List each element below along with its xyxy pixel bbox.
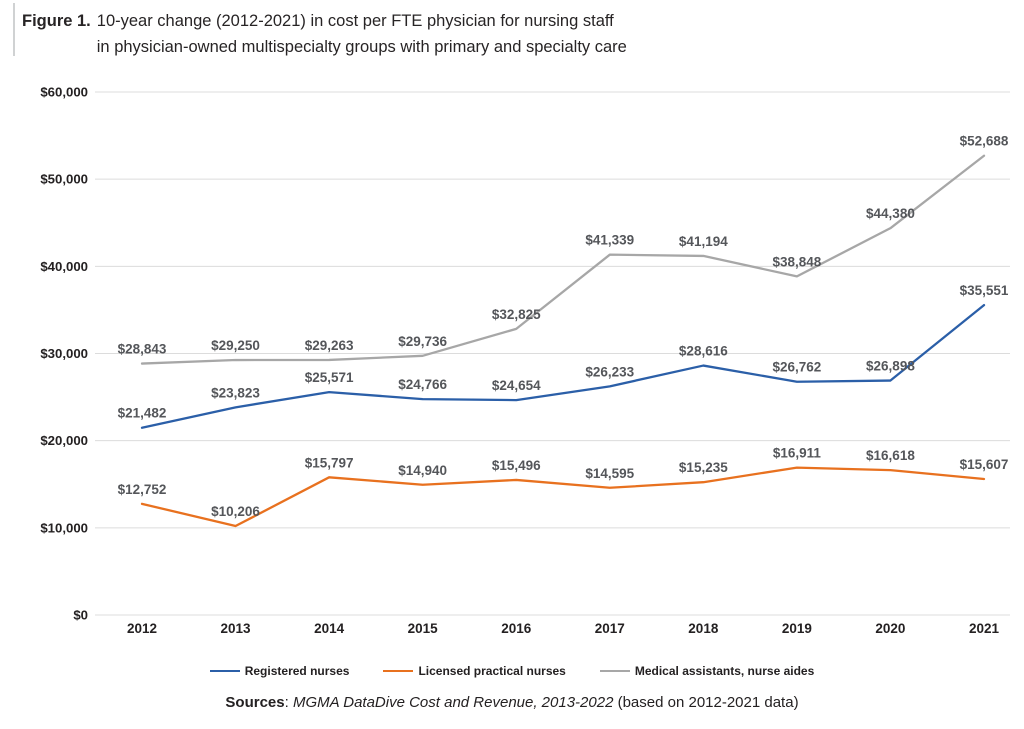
data-label: $16,911: [773, 446, 822, 461]
data-label: $12,752: [118, 482, 167, 497]
data-label: $35,551: [960, 283, 1009, 298]
legend-label: Medical assistants, nurse aides: [634, 664, 815, 678]
data-label: $52,688: [960, 134, 1009, 149]
sources-separator: :: [284, 694, 293, 711]
data-label: $41,339: [585, 233, 634, 248]
data-label: $32,825: [492, 307, 541, 322]
data-label: $16,618: [866, 448, 915, 463]
data-label: $15,797: [305, 455, 354, 470]
data-label: $29,250: [211, 338, 260, 353]
data-label: $24,766: [398, 377, 447, 392]
data-label: $21,482: [118, 406, 167, 421]
x-axis-tick-label: 2016: [501, 621, 532, 636]
y-axis-tick-label: $0: [73, 608, 88, 623]
figure-title-line2: in physician-owned multispecialty groups…: [96, 38, 627, 56]
data-label: $28,843: [118, 342, 167, 357]
data-label: $15,235: [679, 460, 728, 475]
legend-label: Registered nurses: [244, 664, 350, 678]
line-chart: $0 $10,000 $20,000 $30,000 $40,000 $50,000 $60…: [40, 85, 1010, 636]
x-axis-tick-label: 2020: [875, 621, 905, 636]
data-label: $14,595: [585, 466, 634, 481]
sources-suffix: (based on 2012-2021 data): [613, 694, 799, 711]
data-label: $14,940: [398, 463, 447, 478]
x-axis-tick-label: 2017: [595, 621, 625, 636]
x-axis-tick-label: 2012: [127, 621, 157, 636]
y-axis-tick-label: $10,000: [40, 520, 88, 535]
y-axis-tick-label: $50,000: [40, 172, 88, 187]
y-axis-tick-label: $20,000: [40, 433, 88, 448]
data-label: $26,898: [866, 359, 915, 374]
data-label: $23,823: [211, 385, 260, 400]
sources-label: Sources: [225, 694, 285, 711]
legend-swatch-0: [209, 669, 240, 673]
figure-label: Figure 1.: [22, 12, 91, 30]
data-label: $41,194: [679, 234, 728, 249]
legend-item-medical-assistants: Medical assistants, nurse aides: [599, 664, 815, 678]
legend-swatch-2: [599, 669, 630, 673]
series-line-1: [140, 466, 986, 528]
x-axis-tick-label: 2019: [782, 621, 812, 636]
title-accent-bar: [13, 3, 15, 56]
chart-legend: Registered nurses Licensed practical nur…: [0, 664, 1024, 678]
data-label: $29,263: [305, 338, 354, 353]
legend-item-licensed-practical-nurses: Licensed practical nurses: [383, 664, 566, 678]
x-axis-tick-label: 2021: [969, 621, 1000, 636]
sources-citation: MGMA DataDive Cost and Revenue, 2013-202…: [292, 694, 614, 711]
legend-item-registered-nurses: Registered nurses: [209, 664, 350, 678]
data-label: $15,607: [960, 457, 1009, 472]
x-axis-tick-label: 2013: [221, 621, 252, 636]
data-label: $10,206: [211, 504, 260, 519]
y-axis-tick-label: $60,000: [40, 85, 88, 100]
series-line-0: [140, 303, 986, 429]
series-line-2: [140, 154, 986, 365]
data-label: $26,762: [772, 360, 821, 375]
x-axis-tick-label: 2014: [314, 621, 345, 636]
data-label: $38,848: [772, 254, 821, 269]
legend-swatch-1: [383, 669, 414, 673]
data-label: $15,496: [492, 458, 541, 473]
x-axis-tick-label: 2018: [688, 621, 719, 636]
data-label: $26,233: [585, 364, 634, 379]
y-axis-tick-label: $30,000: [40, 346, 88, 361]
figure-title-text: 10-year change (2012-2021) in cost per F…: [97, 8, 627, 60]
y-axis-tick-label: $40,000: [40, 259, 88, 274]
figure-title: Figure 1. 10-year change (2012-2021) in …: [22, 8, 627, 60]
data-label: $29,736: [398, 334, 447, 349]
x-axis-tick-label: 2015: [408, 621, 439, 636]
data-label: $25,571: [305, 370, 354, 385]
sources-line: Sources: MGMA DataDive Cost and Revenue,…: [0, 694, 1024, 711]
legend-label: Licensed practical nurses: [418, 664, 566, 678]
data-label: $44,380: [866, 206, 915, 221]
data-label: $28,616: [679, 344, 728, 359]
data-label: $24,654: [492, 378, 541, 393]
figure-title-line1: 10-year change (2012-2021) in cost per F…: [96, 12, 614, 30]
